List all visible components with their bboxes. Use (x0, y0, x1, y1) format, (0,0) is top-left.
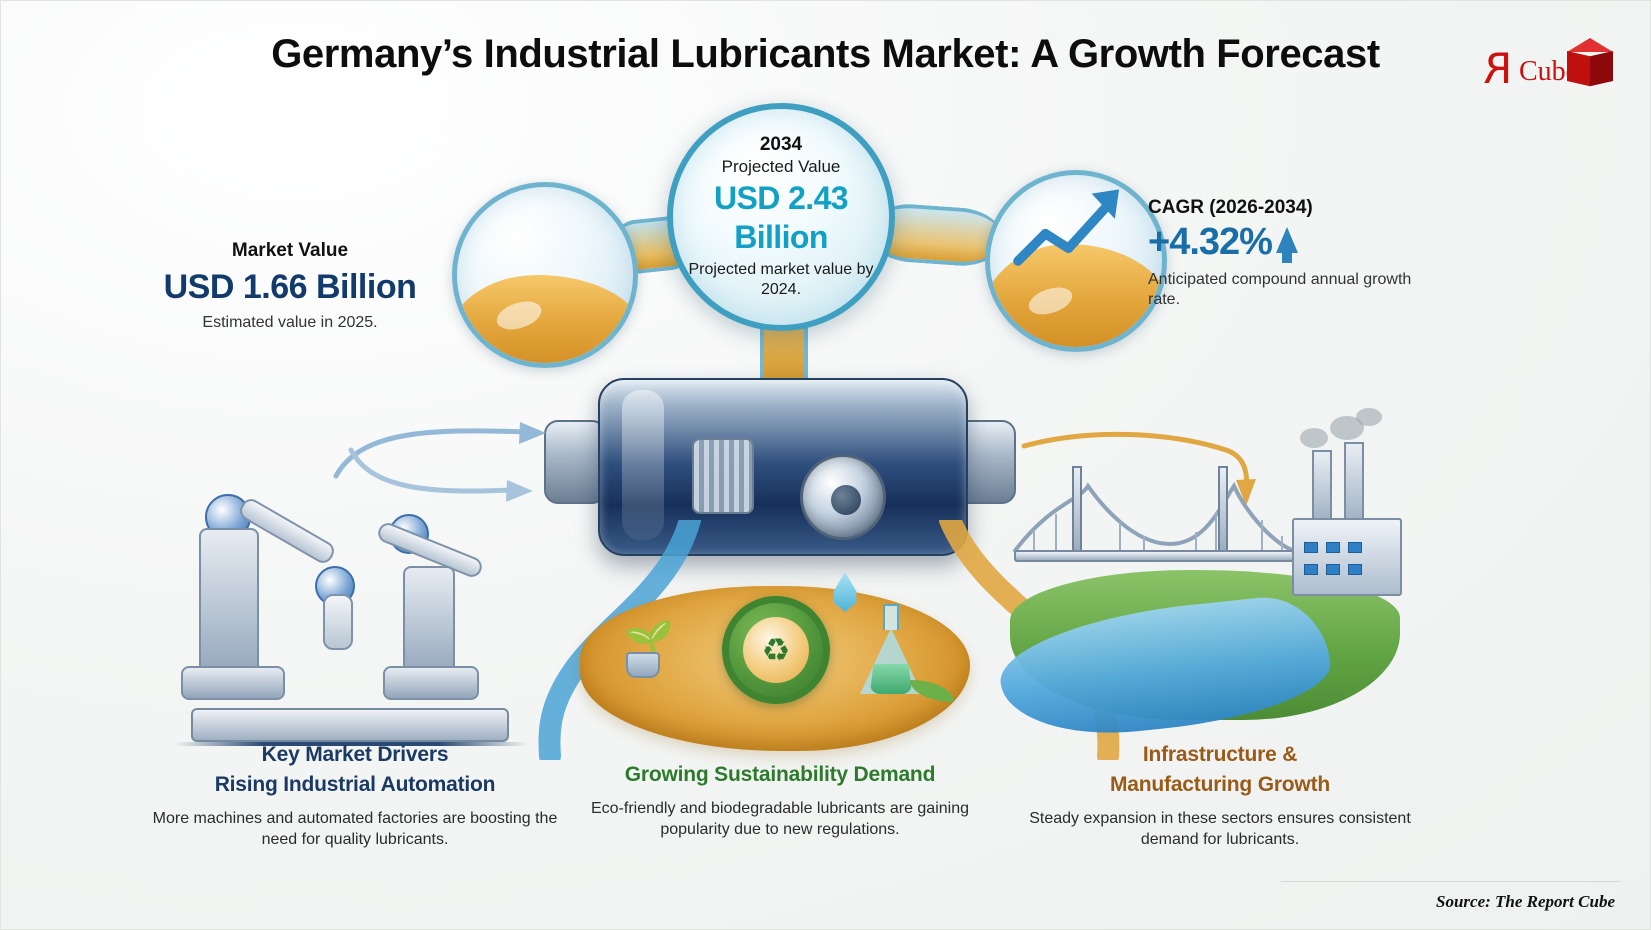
flask-neck (883, 604, 899, 630)
robot-base (383, 666, 479, 700)
machine-body (598, 378, 968, 556)
column-heading-line1: Infrastructure & (1142, 743, 1298, 766)
growth-arrow-icon (1013, 189, 1120, 266)
driver-column-automation: Key Market Drivers Rising Industrial Aut… (135, 740, 575, 851)
projection-note: Projected market value by 2024. (688, 261, 874, 298)
factory-window (1326, 564, 1340, 575)
factory-window (1304, 542, 1318, 553)
projection-caption: Projected Value (721, 157, 841, 177)
column-heading-line1: Growing Sustainability Demand (624, 763, 936, 786)
smoke-puff (1356, 408, 1382, 426)
machine-hub-icon (800, 454, 886, 540)
flow-arrow-right-icon (1021, 431, 1256, 506)
market-value-note: Estimated value in 2025. (202, 314, 378, 331)
logo: R Cube (1483, 34, 1613, 104)
projected-value-line2: Billion (734, 218, 828, 255)
market-value-kpi: Market Value USD 1.66 Billion Estimated … (140, 240, 440, 332)
flow-arrow-left-secondary-icon (348, 447, 533, 502)
sprout-pot (626, 652, 660, 678)
factory-window (1348, 542, 1362, 553)
source-credit: Source: The Report Cube (1436, 892, 1615, 911)
bridge-tower-left (1072, 466, 1082, 562)
machine-gear-icon (692, 438, 754, 514)
page-title: Germany’s Industrial Lubricants Market: … (271, 32, 1380, 76)
cagr-note: Anticipated compound annual growth rate. (1148, 271, 1412, 308)
column-heading-line2: Manufacturing Growth (1110, 772, 1330, 796)
arrow-up-icon (1275, 226, 1298, 263)
flow-arrow-left-icon (333, 422, 546, 479)
bridge-cables-icon (1012, 481, 1299, 554)
oil-fill-icon (457, 275, 633, 363)
machine-shaft-left (544, 420, 606, 504)
bridge-tower-right (1218, 466, 1228, 562)
smoke-puff (1300, 428, 1328, 448)
projected-value-bubble: 2034 Projected Value USD 2.43 Billion Pr… (667, 103, 895, 331)
column-body: More machines and automated factories ar… (152, 809, 558, 849)
robot-column (199, 528, 259, 678)
factory-building (1292, 518, 1402, 596)
recycle-gear-icon: ♻ (715, 589, 837, 711)
column-heading-line1: Key Market Drivers (261, 743, 449, 766)
robot-arm-illustration (175, 470, 535, 760)
bridge-deck (1014, 550, 1294, 562)
recycle-symbol-icon: ♻ (743, 617, 809, 683)
oil-bubble-right (985, 170, 1167, 352)
robot-floor-line (175, 742, 527, 746)
projection-year: 2034 (759, 134, 803, 156)
factory-window (1304, 564, 1318, 575)
header: Germany’s Industrial Lubricants Market: … (0, 26, 1651, 96)
column-heading-line2: Rising Industrial Automation (214, 772, 496, 796)
cagr-kpi: CAGR (2026-2034) +4.32% Anticipated comp… (1148, 197, 1428, 310)
infrastructure-illustration (994, 408, 1402, 760)
robot-column (403, 566, 455, 678)
column-heading: Growing Sustainability Demand (560, 760, 1000, 790)
footer-divider (1281, 881, 1621, 882)
column-heading: Infrastructure & Manufacturing Growth (1000, 740, 1440, 800)
factory-window (1348, 564, 1362, 575)
industrial-machine-illustration (540, 368, 1020, 568)
water-drop-icon (833, 572, 857, 612)
projected-value-line1: USD 2.43 (714, 180, 849, 217)
factory-window (1326, 542, 1340, 553)
sprout-icon: 🌱 (624, 622, 674, 678)
flask-liquid (870, 664, 912, 694)
market-value-amount: USD 1.66 Billion (163, 268, 417, 306)
driver-column-sustainability: Growing Sustainability Demand Eco-friend… (560, 760, 1000, 841)
robot-base (181, 666, 285, 700)
logo-cube-icon (1567, 38, 1613, 52)
oil-bubble-left (452, 182, 638, 368)
factory-chimney-left (1312, 450, 1332, 524)
robot-work-platform (191, 708, 509, 742)
robot-arm-lower (323, 594, 353, 650)
market-value-label: Market Value (231, 240, 349, 261)
sustainability-illustration: 🌱 ♻ (580, 560, 970, 775)
factory-chimney-right (1344, 442, 1364, 524)
cagr-value-row: +4.32% (1148, 221, 1428, 264)
column-body: Eco-friendly and biodegradable lubricant… (590, 799, 970, 839)
cagr-label: CAGR (2026-2034) (1148, 197, 1313, 218)
column-heading: Key Market Drivers Rising Industrial Aut… (135, 740, 575, 800)
cagr-value: +4.32% (1148, 221, 1273, 263)
column-body: Steady expansion in these sectors ensure… (1029, 809, 1411, 849)
driver-column-infrastructure: Infrastructure & Manufacturing Growth St… (1000, 740, 1440, 851)
